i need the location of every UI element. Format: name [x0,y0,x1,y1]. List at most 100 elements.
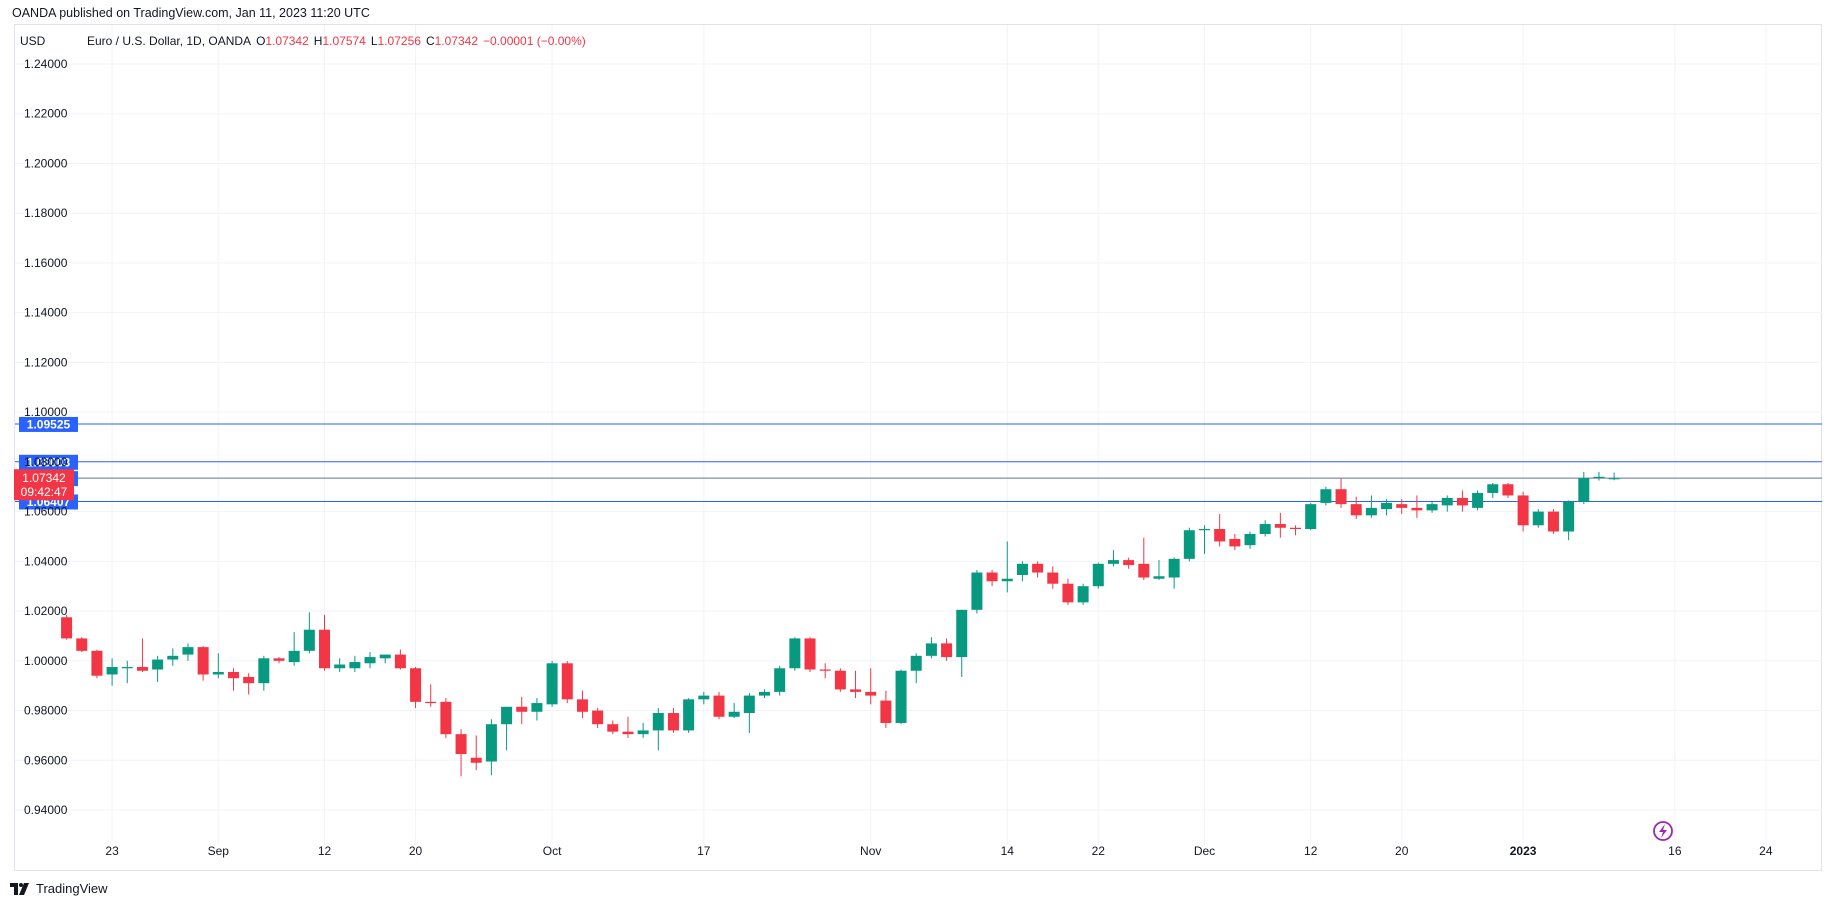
candle [1274,512,1286,538]
candle-body [470,757,482,763]
candle-body [1123,560,1135,566]
candle-body [895,670,907,723]
candle-body [546,663,558,705]
last-price-tag [14,469,74,501]
candle-body [1335,489,1347,505]
candle-body [834,670,846,690]
open-label: O [256,34,265,48]
candle-body [1168,558,1180,578]
candle [592,708,604,728]
x-tick-label: 12 [318,844,332,858]
candle [652,708,664,751]
close-value: 1.07342 [435,34,479,48]
low-value: 1.07256 [378,34,422,48]
candle [1047,566,1059,589]
candle [546,660,558,707]
candle [895,669,907,725]
candle-body [850,689,862,692]
candle-body [410,668,422,702]
candle [1441,495,1453,512]
candle-body [1198,529,1210,531]
candle [440,698,452,738]
candle [1593,471,1605,481]
candle-body [440,701,452,735]
candle-body [1608,478,1620,480]
candle-body [1016,563,1028,576]
candle-body [925,643,937,656]
brand-name: TradingView [36,881,108,896]
price-axis: 1.24000 1.22000 1.20000 1.18000 1.16000 1.140… [24,57,68,817]
symbol-name: Euro / U.S. Dollar, 1D, OANDA [87,34,251,48]
candle-body [516,706,528,712]
candle [1123,557,1135,569]
y-tick-label: 1.08000 [24,455,68,469]
candle [1062,578,1074,605]
candle-body [698,695,710,700]
candle-body [1426,504,1438,511]
candle [1077,583,1089,605]
lightning-icon[interactable] [1653,821,1673,841]
candle [728,703,740,718]
candle [1487,483,1499,498]
candle [501,706,513,751]
candle [167,648,179,666]
candle-body [243,676,255,684]
candle-body [1350,504,1362,516]
candle [1517,491,1529,532]
candle [349,655,361,672]
candle-body [971,572,983,610]
candle [698,691,710,705]
candle [106,658,118,686]
candle-body [1107,560,1119,564]
candle [683,698,695,733]
candle [182,643,194,661]
published-caption: OANDA published on TradingView.com, Jan … [12,6,370,20]
candle-body [106,667,118,675]
candle-body [1214,529,1226,542]
candle [1502,483,1514,498]
x-tick-label: 23 [105,844,119,858]
candle-body [273,658,285,661]
candle [956,609,968,677]
candle [455,729,467,777]
candle [1426,501,1438,513]
candle-body [258,658,270,684]
candle-body [910,655,922,671]
candle-body [1320,489,1332,503]
level-tag [19,416,78,432]
candle [880,690,892,728]
change-value: −0.00001 (−0.00%) [483,34,586,48]
level-tag-label: 1.09525 [27,417,71,431]
candle [1563,500,1575,541]
level-tag [19,454,78,470]
candle [1016,561,1028,582]
candle [667,708,679,733]
candle [364,652,376,669]
candle-body [1456,497,1468,506]
grid-lines [15,25,1822,845]
candle [1350,496,1362,520]
candle-body [1381,502,1393,510]
y-tick-label: 0.96000 [24,753,68,767]
tradingview-logo[interactable]: TradingView [10,881,108,896]
candle [576,690,588,718]
candle-body [227,671,239,679]
y-tick-label: 1.20000 [24,156,68,170]
candle [1320,486,1332,506]
candle [1532,509,1544,528]
horizontal-levels: 1.095251.080031.073451.064071.0734209:42… [14,416,1822,510]
candle-body [789,638,801,669]
candle [910,653,922,684]
candle-body [1502,484,1514,496]
last-price-label: 1.07342 [22,471,66,485]
candle [789,637,801,671]
candle-body [182,647,194,655]
candle [713,691,725,720]
candle [212,653,224,679]
tradingview-logo-icon [10,882,29,895]
high-label: H [314,34,323,48]
candle [379,654,391,664]
candle [1138,537,1150,580]
